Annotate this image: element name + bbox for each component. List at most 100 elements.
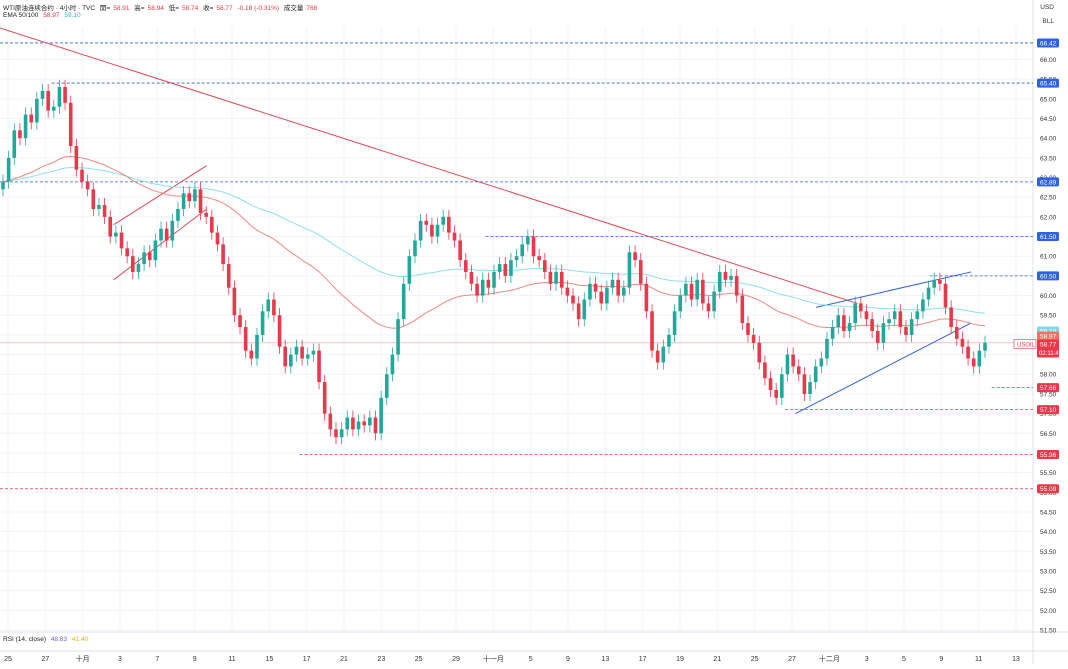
x-tick-label: 25 <box>751 656 759 663</box>
candle-body <box>881 323 886 343</box>
candle-body <box>548 271 553 284</box>
y-tick-label: 55.50 <box>1040 470 1057 477</box>
candle-body <box>932 279 937 288</box>
y-tick-label: 57.00 <box>1040 411 1057 418</box>
price-label-text: 60.50 <box>1040 273 1057 280</box>
y-tick-label: 52.50 <box>1040 588 1057 595</box>
candle-body <box>210 216 214 233</box>
rsi-value-2: 41.40 <box>71 636 89 643</box>
price-label-box <box>1037 331 1059 341</box>
candle-body <box>181 193 186 209</box>
candle-body <box>633 252 637 261</box>
x-tick-label: 13 <box>601 656 609 663</box>
price-label-box <box>1037 339 1059 358</box>
candle-body <box>723 271 728 280</box>
y-tick-label: 51.50 <box>1040 628 1057 635</box>
candle-body <box>164 228 169 241</box>
candle-body <box>328 413 333 430</box>
x-tick-label: 17 <box>639 656 647 663</box>
candle-body <box>898 311 903 328</box>
rsi-value-1: 48.83 <box>50 636 68 643</box>
candle-body <box>390 354 395 375</box>
candle-body <box>526 236 530 245</box>
candle-body <box>176 208 180 221</box>
candle-body <box>46 90 50 111</box>
candle-body <box>305 354 310 359</box>
candle-body <box>887 319 891 324</box>
candle-body <box>503 264 508 276</box>
candle-body <box>746 323 750 335</box>
open-label: 開= <box>99 5 111 12</box>
symbol-legend: WTI原油连续合约 · 4小时 · TVC 開= 58.91 高= 58.94 低=… <box>3 2 320 12</box>
candle-body <box>424 220 429 225</box>
candle-body <box>921 299 925 312</box>
candle-body <box>6 157 11 182</box>
x-tick-label: 3 <box>865 656 869 663</box>
change-value: -0.18 (-0.31%) <box>237 5 280 12</box>
candle-body <box>131 256 135 272</box>
candle-body <box>463 260 468 272</box>
x-tick-label: 21 <box>340 656 348 663</box>
candle-body <box>238 315 242 328</box>
x-tick-label: 5 <box>902 656 906 663</box>
price-label-box <box>1037 232 1059 242</box>
candle-body <box>63 87 67 103</box>
candle-body <box>706 303 711 312</box>
y-tick-label: 56.50 <box>1040 431 1057 438</box>
candle-body <box>593 283 598 292</box>
candle-body <box>40 90 45 99</box>
x-tick-label: 27 <box>41 656 49 663</box>
candle-body <box>23 114 28 139</box>
candle-body <box>966 346 970 359</box>
candle-body <box>373 417 378 434</box>
candle-body <box>819 358 824 367</box>
channel-line <box>113 165 207 226</box>
candle-body <box>751 334 756 343</box>
open-value: 58.91 <box>113 5 130 12</box>
candle-body <box>971 358 976 367</box>
y-tick-label: 60.00 <box>1040 293 1057 300</box>
high-value: 58.94 <box>147 5 164 12</box>
candle-body <box>243 327 248 351</box>
candle-body <box>802 374 807 394</box>
candle-body <box>734 275 739 296</box>
y-tick-label: 66.00 <box>1040 57 1057 64</box>
price-label-box <box>1037 383 1059 393</box>
candle-body <box>847 323 852 331</box>
candle-body <box>836 315 841 328</box>
candle-body <box>892 311 897 320</box>
rsi-legend: RSI (14, close) 48.83 41.40 <box>3 636 91 643</box>
currency-label: USD <box>1040 4 1054 11</box>
candle-body <box>260 311 265 335</box>
ema-legend: EMA 50/100 58.97 59.10 <box>3 12 84 19</box>
candle-body <box>221 244 225 265</box>
candle-body <box>870 319 874 331</box>
candle-body <box>904 327 908 335</box>
price-label-text: 58.77 <box>1040 341 1057 348</box>
price-label-text: 62.89 <box>1040 179 1057 186</box>
channel-line <box>795 322 972 415</box>
candle-body <box>12 130 17 158</box>
candle-body <box>187 193 192 202</box>
candle-body <box>339 429 344 438</box>
price-label-box <box>1037 484 1059 494</box>
candle-body <box>147 252 152 261</box>
candle-body <box>159 228 163 241</box>
ema100-value: 59.10 <box>64 12 81 19</box>
candle-body <box>345 417 350 430</box>
y-tick-label: 62.50 <box>1040 195 1057 202</box>
candle-body <box>616 279 620 296</box>
candle-body <box>791 354 795 367</box>
candle-body <box>909 319 914 335</box>
candle-body <box>362 421 366 426</box>
volume-label: 成交量 <box>283 5 304 12</box>
y-tick-label: 58.00 <box>1040 372 1057 379</box>
ema50-value: 58.97 <box>43 12 60 19</box>
x-tick-label: 17 <box>303 656 311 663</box>
candle-body <box>413 240 417 257</box>
candle-body <box>215 232 220 245</box>
symbol-tag-box <box>1013 339 1037 349</box>
candle-body <box>18 130 22 139</box>
